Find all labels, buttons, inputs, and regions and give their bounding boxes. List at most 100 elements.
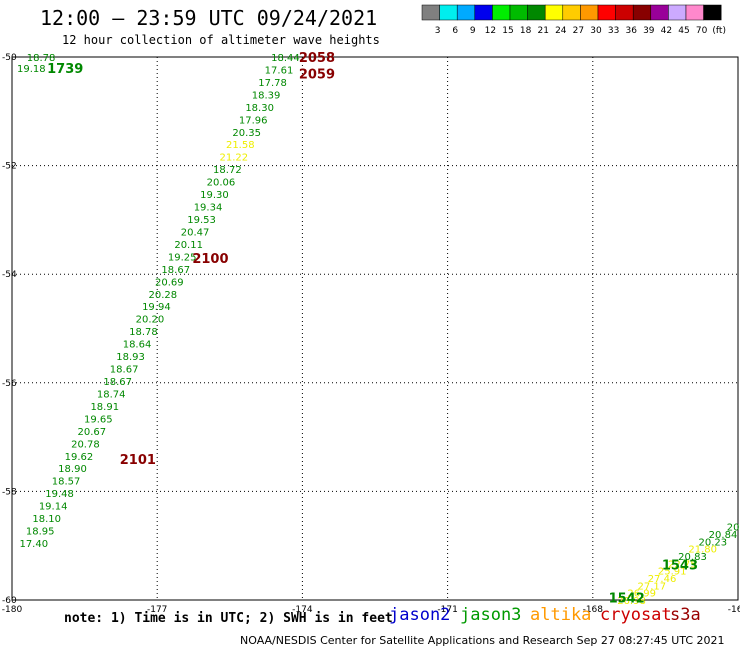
swh-value-east: 27.46 [648,574,677,585]
colorbar-swatch [597,4,616,21]
y-tick-label: -60 [2,596,17,606]
colorbar-swatch [703,4,722,21]
swh-value-east: 20 [727,523,740,534]
swh-value-west: 18.57 [52,477,81,488]
swh-value-west: 18.67 [103,377,132,388]
colorbar-swatch [632,4,652,21]
mission-jason3: jason3 [460,605,522,625]
swh-value-edge: 19.18 [17,64,46,75]
swh-value-west: 20.11 [174,240,203,251]
colorbar-swatch [474,4,493,21]
mission-jason2: jason2 [389,605,451,625]
x-tick-label: -171 [437,605,457,615]
colorbar-swatch [439,4,458,21]
swh-value-west: 18.67 [110,365,139,376]
swh-value-west: 21.58 [226,140,255,151]
swh-value-edge: 18.78 [27,53,56,64]
colorbar-swatch [492,4,511,21]
swh-value-west: 18.90 [58,464,87,475]
swh-value-west: 21.22 [220,153,249,164]
colorbar-label: 3 [435,26,441,36]
colorbar-label: 39 [643,26,655,36]
time-label: 2059 [299,67,335,82]
time-label: 2100 [192,252,228,267]
x-tick-label: -168 [583,605,604,615]
y-tick-label: -58 [2,487,17,497]
x-tick-label: -174 [292,605,313,615]
swh-value-west: 18.67 [161,265,190,276]
swh-value-east: 20.84 [709,530,738,541]
swh-value-east: 20.23 [699,537,728,548]
swh-value-west: 18.30 [245,103,274,114]
swh-value-west: 18.91 [90,402,119,413]
swh-value-west: 18.64 [123,340,152,351]
swh-value-west: 17.40 [19,539,48,550]
colorbar-swatch [615,4,634,21]
swh-value-west: 18.44 [271,53,300,64]
swh-value-west: 18.78 [129,327,158,338]
colorbar-label: 12 [485,26,496,36]
colorbar-label: 21 [537,26,548,36]
swh-value-west: 20.69 [155,277,184,288]
colorbar-swatch [509,4,528,21]
colorbar-label: 33 [608,26,619,36]
colorbar-label: 45 [678,26,689,36]
swh-value-west: 19.34 [194,203,223,214]
colorbar-swatch [544,4,564,21]
swh-value-west: 19.25 [168,252,197,263]
swh-value-west: 19.65 [84,414,113,425]
swh-value-west: 19.48 [45,489,74,500]
swh-value-west: 18.95 [26,527,55,538]
swh-value-west: 19.94 [142,302,171,313]
colorbar-label: 27 [573,26,584,36]
y-tick-label: -56 [2,379,17,389]
swh-value-east: 22.75 [668,559,697,570]
swh-value-east: 26.98 [617,596,646,607]
colorbar-label: 42 [661,26,672,36]
colorbar-swatch [650,4,669,21]
swh-value-west: 18.93 [116,352,145,363]
colorbar-label: 36 [625,26,637,36]
mission-cryosat: cryosat [600,605,672,625]
swh-value-west: 19.30 [200,190,229,201]
y-tick-label: -52 [2,162,17,172]
swh-value-west: 18.74 [97,389,126,400]
colorbar-label: (ft) [712,26,726,36]
credit-line: NOAA/NESDIS Center for Satellite Applica… [240,634,725,647]
swh-value-east: 26.99 [627,589,656,600]
colorbar-label: 70 [696,26,708,36]
colorbar-swatch [456,4,476,21]
swh-value-west: 19.62 [65,452,94,463]
swh-value-west: 19.53 [187,215,216,226]
y-tick-label: -54 [2,270,17,280]
colorbar-label: 9 [470,26,476,36]
colorbar-swatch [421,4,440,21]
swh-value-east: 20.83 [678,552,707,563]
time-label: 1542 [609,591,645,606]
colorbar-label: 6 [452,26,458,36]
mission-altika: altika [530,605,592,625]
colorbar-swatch [562,4,581,21]
x-tick-label: -177 [147,605,167,615]
swh-value-west: 19.14 [39,502,68,513]
colorbar-swatch [685,4,704,21]
swh-value-west: 20.67 [78,427,107,438]
time-label: 2058 [299,51,335,66]
note: note: 1) Time is in UTC; 2) SWH is in fe… [64,611,393,626]
swh-value-west: 20.06 [207,178,236,189]
colorbar-swatch [668,4,687,21]
x-tick-label: -180 [2,605,23,615]
time-label: 1543 [662,559,698,574]
swh-value-west: 20.35 [232,128,261,139]
mission-s3a: s3a [670,605,701,625]
chart-title: 12:00 – 23:59 UTC 09/24/2021 [40,6,378,30]
y-tick-label: -50 [2,53,17,63]
swh-value-west: 20.78 [71,439,100,450]
colorbar-swatch [527,4,546,21]
time-label: 1739 [47,62,83,77]
swh-value-west: 18.10 [32,514,61,525]
colorbar-label: 24 [555,26,567,36]
swh-value-west: 18.39 [252,90,281,101]
swh-value-west: 18.72 [213,165,242,176]
